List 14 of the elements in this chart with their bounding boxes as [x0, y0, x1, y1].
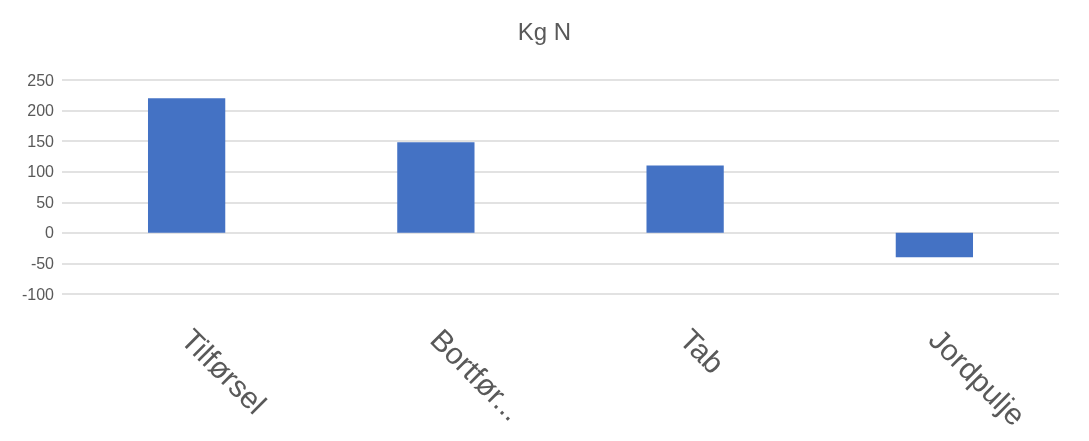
- y-tick-label: 0: [45, 224, 55, 242]
- chart-title: Kg N: [517, 17, 572, 45]
- bar: [646, 165, 724, 233]
- y-tick-label: 50: [36, 193, 55, 211]
- bar: [147, 98, 226, 233]
- y-tick-label: -100: [21, 285, 55, 303]
- y-tick-label: 150: [27, 132, 55, 150]
- x-tick-label: Tab: [673, 322, 731, 380]
- y-tick-label: 250: [27, 71, 55, 89]
- bar: [397, 142, 475, 233]
- y-tick-label: 100: [27, 163, 55, 181]
- y-tick-label: 200: [27, 102, 55, 120]
- bar: [895, 232, 974, 258]
- y-tick-label: -50: [30, 254, 55, 272]
